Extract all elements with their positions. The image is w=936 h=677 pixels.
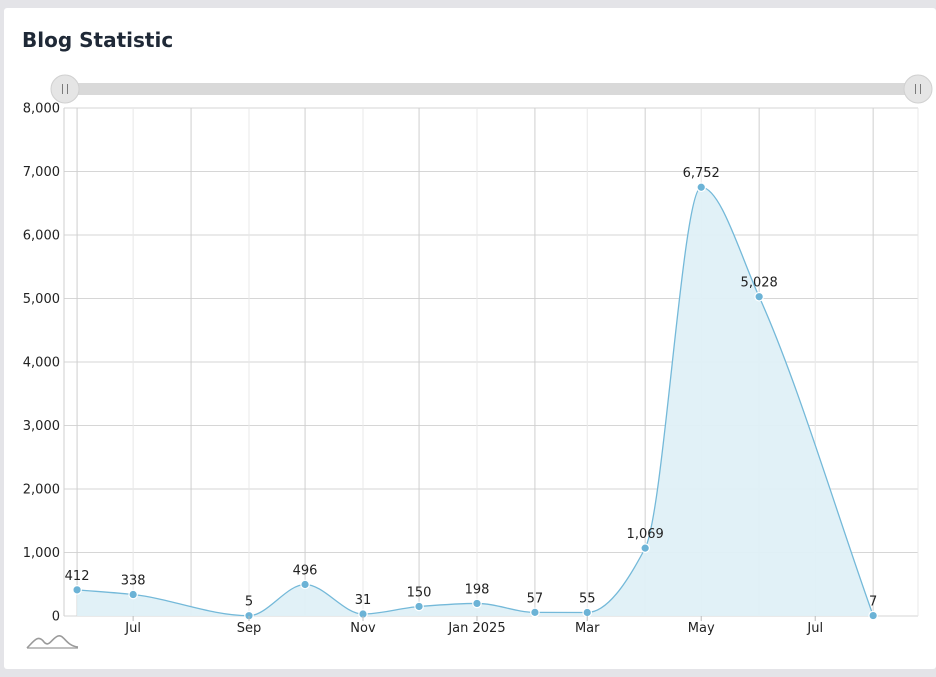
series-line bbox=[77, 186, 874, 617]
y-tick-label: 3,000 bbox=[23, 419, 60, 434]
x-tick-label: May bbox=[688, 621, 715, 636]
data-labels: 412 338 5 496 31 150 198 57 55 1,069 6,752 5,028 7 bbox=[65, 166, 878, 609]
area-fill bbox=[77, 187, 874, 617]
data-label: 31 bbox=[355, 593, 372, 608]
scrollbar-left-handle[interactable] bbox=[50, 74, 80, 104]
data-label: 412 bbox=[65, 569, 90, 584]
data-point[interactable] bbox=[640, 543, 650, 553]
data-label: 7 bbox=[869, 595, 877, 610]
data-point[interactable] bbox=[72, 585, 82, 595]
series bbox=[77, 186, 874, 617]
y-tick-label: 7,000 bbox=[23, 165, 60, 180]
data-point[interactable] bbox=[472, 598, 482, 609]
y-tick-label: 4,000 bbox=[23, 356, 60, 371]
x-tick-label: Jul bbox=[124, 621, 141, 636]
y-tick-label: 1,000 bbox=[23, 546, 60, 561]
scrollbar[interactable] bbox=[50, 74, 933, 104]
data-label: 150 bbox=[407, 585, 432, 600]
x-tick-label: Nov bbox=[350, 621, 376, 636]
y-tick-label: 0 bbox=[52, 610, 60, 625]
data-point[interactable] bbox=[300, 579, 310, 590]
data-label: 5 bbox=[245, 595, 253, 610]
y-tick-label: 2,000 bbox=[23, 483, 60, 498]
data-label: 6,752 bbox=[683, 166, 720, 181]
data-point[interactable] bbox=[414, 601, 424, 612]
data-point[interactable] bbox=[696, 182, 707, 193]
data-label: 198 bbox=[465, 582, 490, 597]
data-points bbox=[72, 182, 878, 621]
data-label: 55 bbox=[579, 592, 596, 607]
data-point[interactable] bbox=[868, 610, 878, 621]
chart-logo-icon bbox=[26, 635, 79, 649]
data-point[interactable] bbox=[754, 291, 764, 302]
y-tick-label: 8,000 bbox=[23, 102, 60, 117]
x-tick-label: Jul bbox=[806, 621, 823, 636]
y-tick-label: 6,000 bbox=[23, 229, 60, 244]
data-label: 57 bbox=[527, 591, 544, 606]
data-point[interactable] bbox=[582, 607, 593, 618]
x-tick-label: Mar bbox=[575, 621, 600, 636]
tick-labels: 0 1,000 2,000 3,000 4,000 5,000 6,000 7,000 8,00… bbox=[23, 102, 823, 637]
data-label: 338 bbox=[121, 574, 146, 589]
chart-title: Blog Statistic bbox=[22, 28, 174, 52]
scrollbar-track[interactable] bbox=[64, 83, 918, 95]
data-label: 5,028 bbox=[741, 276, 778, 291]
y-tick-label: 5,000 bbox=[23, 292, 60, 307]
data-label: 1,069 bbox=[627, 527, 664, 542]
data-point[interactable] bbox=[530, 607, 540, 618]
data-label: 496 bbox=[293, 564, 318, 579]
data-point[interactable] bbox=[128, 589, 138, 600]
x-tick-label: Sep bbox=[237, 621, 262, 636]
scrollbar-right-handle[interactable] bbox=[903, 74, 933, 104]
x-tick-label: Jan 2025 bbox=[447, 621, 505, 636]
